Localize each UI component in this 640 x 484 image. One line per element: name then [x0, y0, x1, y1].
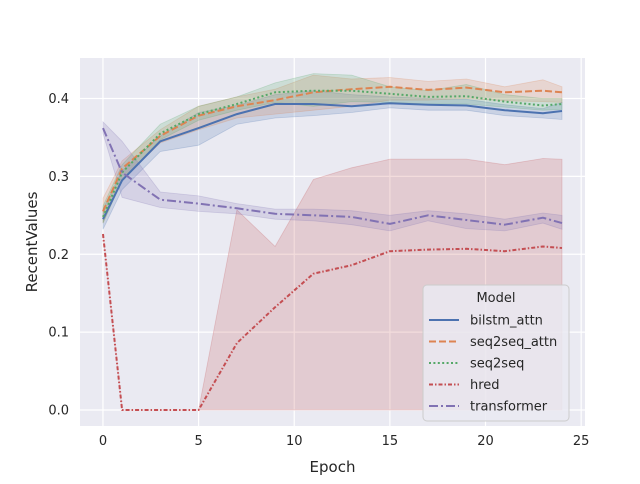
x-tick-labels: 0 5 10 15 20 25 — [99, 434, 590, 449]
legend-box — [422, 284, 570, 422]
y-tick-label: 0.0 — [48, 404, 69, 419]
y-axis-label: RecentValues — [23, 191, 41, 292]
bilstm_attn-line — [102, 102, 563, 220]
legend-label-seq2seq: seq2seq — [470, 357, 524, 372]
seq2seq_attn-confidence-band — [102, 74, 563, 224]
legend-label-seq2seq_attn: seq2seq_attn — [470, 335, 557, 350]
x-tick-label: 15 — [382, 434, 399, 449]
x-axis-label: Epoch — [310, 458, 356, 476]
bilstm_attn-confidence-band — [102, 90, 563, 230]
transformer-line — [102, 127, 563, 226]
hred-line — [102, 233, 563, 411]
y-tick-label: 0.2 — [48, 248, 69, 263]
seq2seq-line — [102, 89, 563, 218]
legend-label-hred: hred — [470, 378, 500, 393]
y-tick-labels: 0.0 0.1 0.2 0.3 0.4 — [48, 92, 69, 419]
legend-items: bilstm_attn seq2seq_attn seq2seq hred transf… — [429, 314, 557, 415]
x-tick-label: 5 — [194, 434, 202, 449]
x-tick-label: 0 — [99, 434, 107, 449]
grid-lines — [80, 58, 585, 426]
x-tick-label: 25 — [573, 434, 590, 449]
transformer-confidence-band — [102, 120, 563, 232]
series-lines — [102, 85, 563, 411]
x-tick-label: 20 — [477, 434, 494, 449]
legend: Model bilstm_attn seq2seq_attn seq2seq hred… — [422, 284, 570, 422]
x-tick-label: 10 — [286, 434, 303, 449]
legend-label-transformer: transformer — [470, 400, 548, 415]
y-tick-label: 0.3 — [48, 170, 69, 185]
legend-label-bilstm_attn: bilstm_attn — [470, 314, 543, 329]
y-tick-label: 0.1 — [48, 326, 69, 341]
y-tick-label: 0.4 — [48, 92, 69, 107]
legend-title: Model — [476, 291, 515, 306]
